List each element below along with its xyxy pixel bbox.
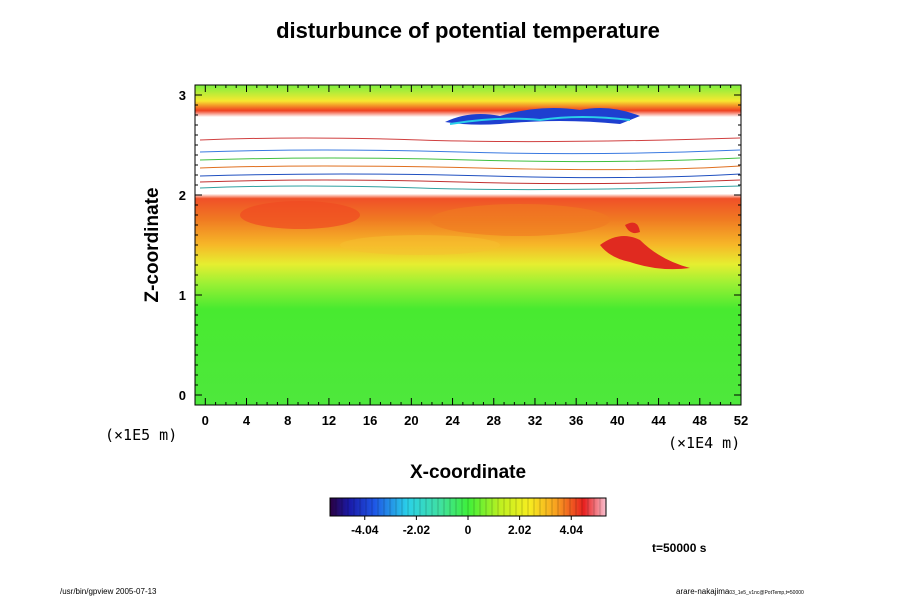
x-tick-label: 36: [569, 413, 583, 428]
colorbar-tick-label: -4.04: [351, 523, 379, 537]
colorbar-tick-label: 2.02: [508, 523, 532, 537]
x-tick-label: 0: [202, 413, 209, 428]
x-tick-label: 8: [284, 413, 291, 428]
y-tick-label: 0: [179, 388, 186, 403]
x-tick-label: 20: [404, 413, 418, 428]
colorbar-ticks: -4.04 -2.02 0 2.02 4.04: [335, 498, 601, 537]
cold-anomaly-patch: [445, 108, 640, 125]
x-unit-label: (×1E4 m): [668, 434, 740, 452]
chart-title: disturbunce of potential temperature: [276, 18, 660, 43]
x-tick-label: 16: [363, 413, 377, 428]
y-axis: 0 1 2 3: [179, 88, 741, 403]
x-tick-label: 12: [322, 413, 336, 428]
colorbar-tick-label: 4.04: [560, 523, 584, 537]
noisy-band-lines: [199, 137, 741, 191]
x-tick-label: 32: [528, 413, 542, 428]
x-tick-label: 52: [734, 413, 748, 428]
colorbar-tick-label: -2.02: [403, 523, 431, 537]
y-tick-label: 1: [179, 288, 186, 303]
colorbar-tick-label: 0: [465, 523, 472, 537]
y-axis-label: Z-coordinate: [142, 187, 163, 302]
x-tick-label: 48: [693, 413, 707, 428]
x-tick-label: 44: [651, 413, 666, 428]
footer-left: /usr/bin/gpview 2005-07-13: [60, 587, 157, 596]
x-tick-label: 40: [610, 413, 624, 428]
plume-structure: [240, 201, 690, 270]
x-tick-label: 24: [445, 413, 460, 428]
x-axis: 0 4 8 12 16 20 24 28 32 36 40 44 48 52: [202, 85, 748, 428]
footer-right-small: 03_1e5_v1nc@PotTemp,t=50000: [729, 590, 804, 596]
x-tick-label: 28: [487, 413, 501, 428]
y-tick-label: 2: [179, 188, 186, 203]
time-label: t=50000 s: [652, 541, 707, 555]
cold-anomaly-edge: [449, 116, 631, 125]
x-tick-label: 4: [243, 413, 251, 428]
y-unit-label: (×1E5 m): [105, 426, 177, 444]
x-axis-label: X-coordinate: [410, 462, 526, 483]
heatmap-field: [195, 85, 741, 405]
footer-right: arare-nakajima03_1e5_v1nc@PotTemp,t=5000…: [676, 587, 804, 596]
footer-right-main: arare-nakajima: [676, 587, 730, 596]
y-tick-label: 3: [179, 88, 186, 103]
